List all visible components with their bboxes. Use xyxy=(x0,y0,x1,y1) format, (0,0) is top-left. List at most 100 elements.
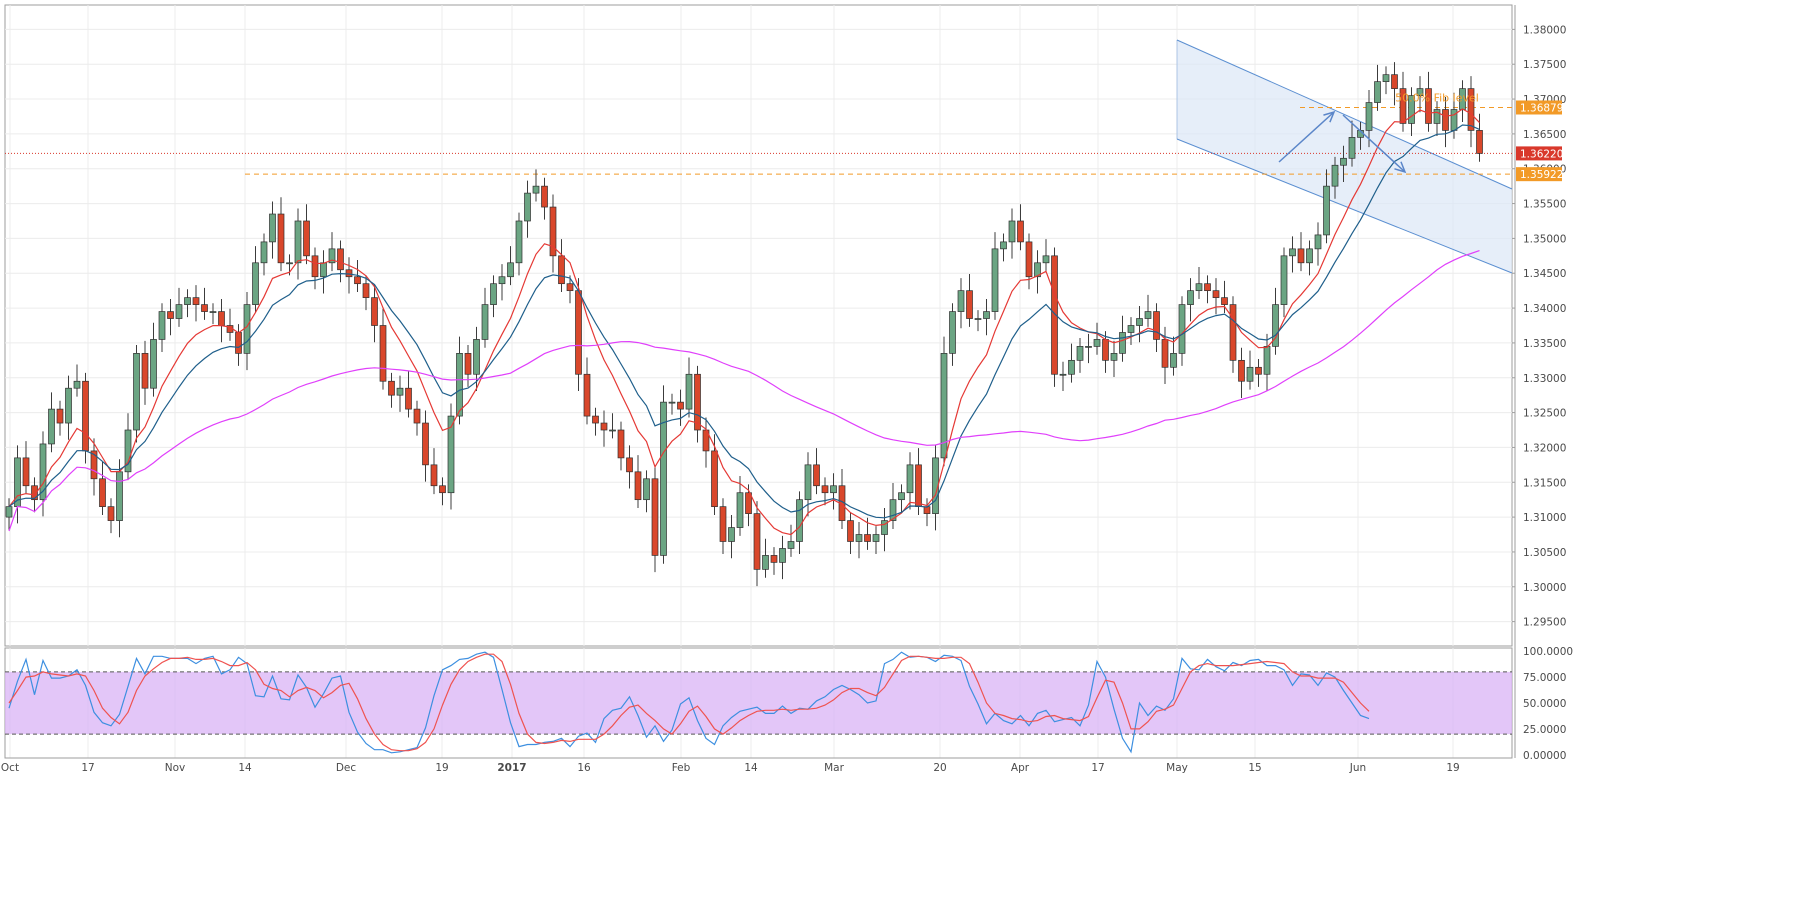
candle xyxy=(906,452,914,510)
candle-up xyxy=(124,429,132,473)
candle xyxy=(694,365,701,443)
candle-up xyxy=(1433,109,1441,124)
candle xyxy=(898,484,905,513)
y-tick-label: 1.29500 xyxy=(1523,617,1566,629)
candle-up xyxy=(5,506,13,518)
x-tick-label: Feb xyxy=(672,762,691,774)
candle-down xyxy=(1102,339,1109,361)
candle-down xyxy=(235,332,242,354)
candle xyxy=(269,201,276,259)
candle xyxy=(362,275,370,311)
candle xyxy=(966,273,973,327)
candle xyxy=(354,260,361,293)
candle-up xyxy=(668,401,676,404)
oscillator-y-label: 75.0000 xyxy=(1523,672,1566,684)
y-tick-label: 1.32500 xyxy=(1523,408,1566,420)
x-tick-label: 2017 xyxy=(497,762,526,774)
fib-level-tag-bg xyxy=(1516,100,1562,115)
candle-up xyxy=(260,241,268,264)
candle-down xyxy=(379,325,387,382)
candle xyxy=(124,413,132,481)
candle xyxy=(813,448,820,495)
moving-average-line xyxy=(8,250,1480,532)
candle-down xyxy=(1425,88,1432,124)
candle-down xyxy=(694,373,701,431)
y-tick-label: 1.37500 xyxy=(1523,59,1566,71)
channel-upper-line xyxy=(1176,39,1513,190)
candle-down xyxy=(1391,74,1398,89)
candle-up xyxy=(855,534,863,542)
x-tick-label: 19 xyxy=(435,762,448,774)
candle-up xyxy=(1144,311,1152,319)
candle-up xyxy=(1323,185,1330,236)
candle xyxy=(277,197,285,272)
candle xyxy=(1051,247,1058,387)
candle-up xyxy=(1042,255,1050,264)
candle-down xyxy=(1161,339,1169,368)
candle xyxy=(260,233,268,276)
oscillator-y-label: 50.0000 xyxy=(1523,698,1566,710)
candle xyxy=(1127,317,1135,346)
x-tick-label: Jun xyxy=(1349,762,1366,774)
candle-down xyxy=(566,283,574,292)
candle-down xyxy=(1017,220,1024,243)
candle-up xyxy=(1034,262,1041,278)
candle xyxy=(1408,87,1415,136)
candle xyxy=(311,247,319,290)
candle-up xyxy=(1110,353,1118,361)
candle xyxy=(617,421,625,471)
candle-down xyxy=(405,387,412,410)
candle-down xyxy=(22,457,30,487)
candle-up xyxy=(1085,346,1092,348)
x-tick-label: 15 xyxy=(1248,762,1261,774)
y-tick-label: 1.35500 xyxy=(1523,199,1566,211)
candle-down xyxy=(167,311,174,319)
x-tick-label: Mar xyxy=(824,762,844,774)
candle-up xyxy=(1127,325,1135,333)
candle-down xyxy=(821,485,829,494)
candle xyxy=(379,308,387,390)
candle-down xyxy=(362,283,370,298)
candles xyxy=(5,62,1483,587)
candle-up xyxy=(73,380,81,389)
candle-up xyxy=(1374,81,1381,103)
candle xyxy=(1246,350,1254,390)
candle xyxy=(141,340,149,405)
candle-up xyxy=(940,353,948,459)
candle-down xyxy=(464,353,472,375)
candle xyxy=(1212,278,1220,315)
candle xyxy=(796,491,803,555)
candle-down xyxy=(966,290,973,319)
candle xyxy=(99,462,106,516)
candle xyxy=(889,482,897,529)
support-level-tag: 1.35922 xyxy=(1520,169,1563,181)
candle xyxy=(762,538,769,578)
oscillator-line xyxy=(8,651,1370,754)
candle-up xyxy=(524,192,531,222)
candle xyxy=(1348,120,1356,167)
y-tick-label: 1.30500 xyxy=(1523,547,1566,559)
channel-lower-line xyxy=(1176,138,1513,274)
candle-up xyxy=(762,555,769,570)
candle-down xyxy=(107,506,115,521)
candle xyxy=(643,470,650,513)
candle xyxy=(770,547,778,575)
candle-down xyxy=(413,408,421,424)
candle-down xyxy=(388,380,395,396)
x-tick-label: Dec xyxy=(336,762,357,774)
candle xyxy=(473,326,480,391)
candle-up xyxy=(116,471,123,521)
y-tick-label: 1.34000 xyxy=(1523,303,1566,315)
candle-up xyxy=(889,499,897,521)
candle-down xyxy=(1399,88,1407,124)
candle-down xyxy=(1229,304,1237,361)
candle xyxy=(847,512,854,555)
candle-up xyxy=(728,527,735,542)
candle xyxy=(1433,101,1441,136)
candle xyxy=(1467,76,1475,148)
candle xyxy=(600,410,608,447)
candle xyxy=(549,194,557,273)
candle-up xyxy=(1365,102,1373,131)
